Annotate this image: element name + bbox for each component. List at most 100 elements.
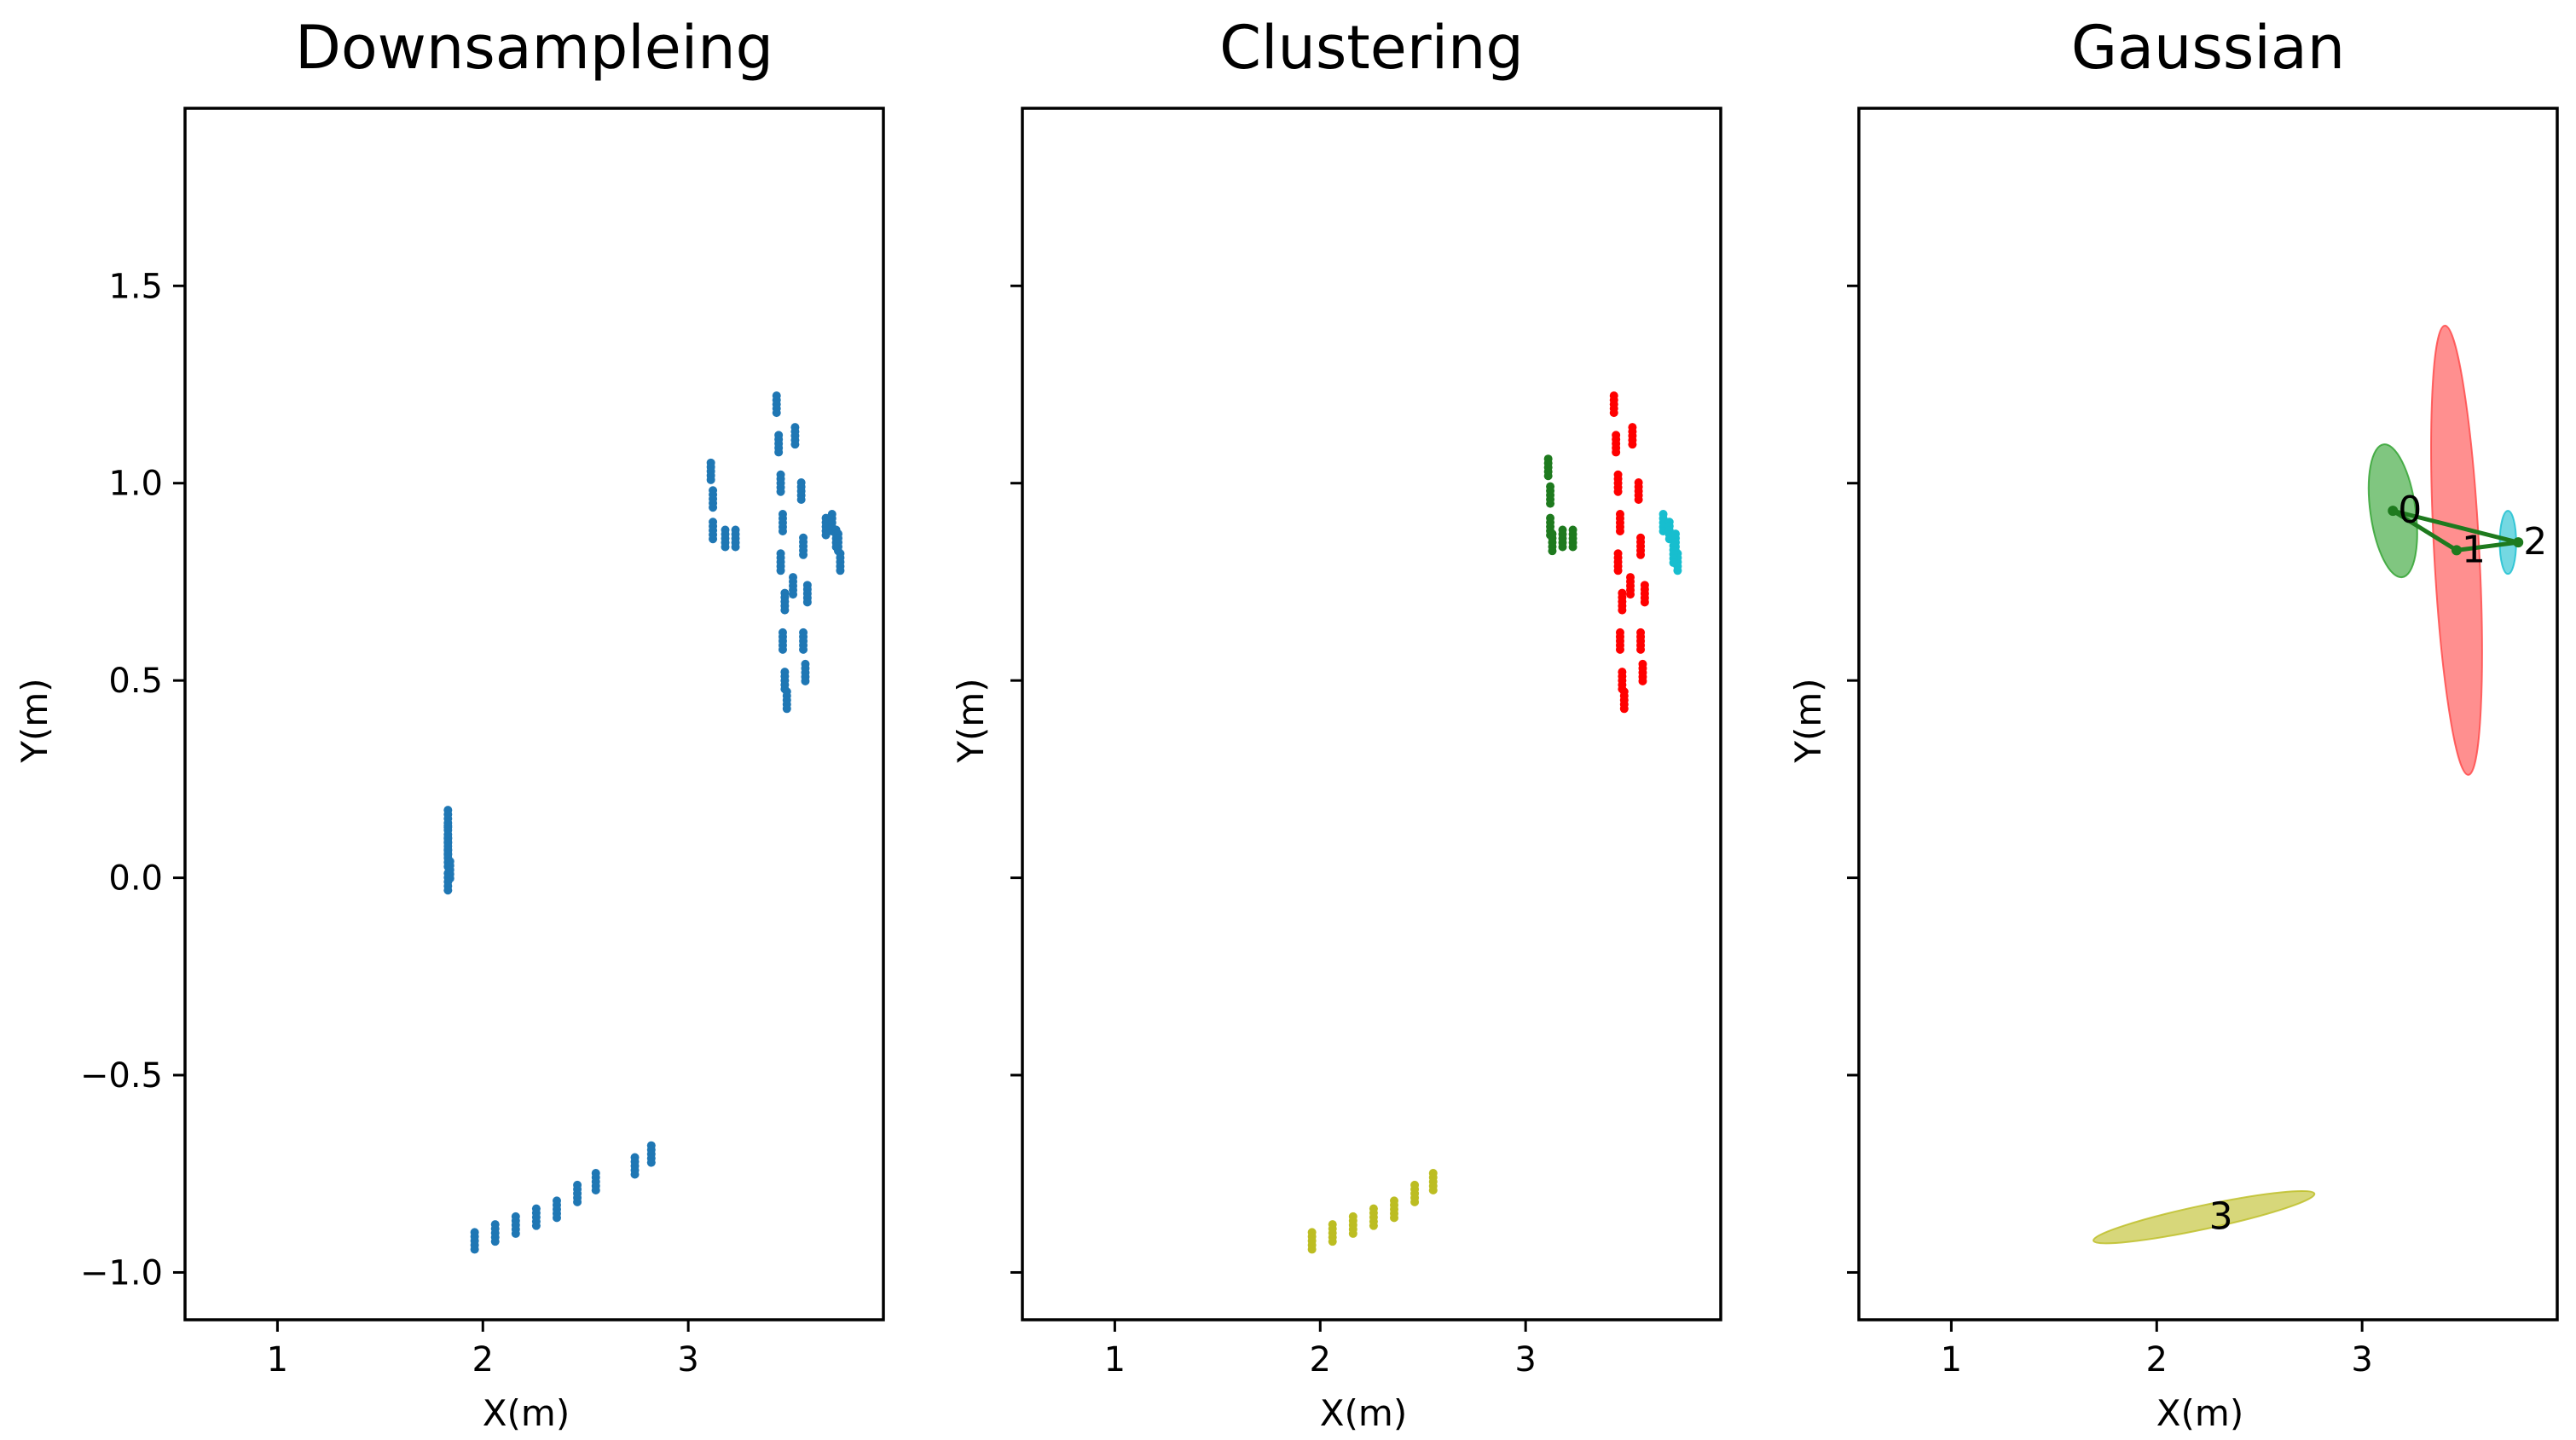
- data-point: [1658, 527, 1668, 536]
- data-point: [1619, 704, 1629, 714]
- data-point: [836, 566, 845, 575]
- data-point: [573, 1197, 582, 1206]
- data-point: [646, 1158, 656, 1167]
- data-point: [1636, 645, 1646, 654]
- x-tick-label: 3: [1514, 1340, 1536, 1379]
- y-tick-label: −0.5: [80, 1056, 163, 1096]
- x-tick-label: 1: [1941, 1340, 1962, 1379]
- data-point: [1673, 566, 1682, 575]
- y-axis-label: Y(m): [14, 678, 55, 763]
- data-point: [778, 527, 787, 536]
- x-tick-label: 2: [2146, 1340, 2168, 1379]
- data-point: [782, 704, 791, 714]
- data-point: [1615, 645, 1624, 654]
- graph-edge: [2456, 540, 2519, 552]
- data-point: [1369, 1221, 1378, 1230]
- data-point: [796, 494, 806, 504]
- data-point: [1568, 542, 1577, 552]
- data-point: [443, 886, 453, 895]
- data-point: [1615, 527, 1624, 536]
- data-point: [801, 676, 810, 685]
- plot-frame: [1021, 107, 1722, 1321]
- data-point: [490, 1237, 500, 1246]
- data-point: [1548, 547, 1557, 556]
- data-point: [1613, 487, 1623, 496]
- data-point: [821, 530, 831, 540]
- data-point: [1307, 1245, 1317, 1254]
- data-point: [1634, 494, 1643, 504]
- y-tick-label: 1.0: [108, 465, 163, 504]
- y-axis-label: Y(m): [950, 678, 992, 763]
- x-axis-label: X(m): [2156, 1392, 2243, 1434]
- data-point: [1640, 598, 1649, 607]
- data-point: [591, 1185, 600, 1194]
- data-point: [834, 547, 843, 556]
- data-point: [731, 542, 740, 552]
- graph-node: [2513, 537, 2524, 548]
- data-point: [721, 542, 730, 552]
- x-tick-label: 2: [472, 1340, 494, 1379]
- data-point: [790, 440, 800, 449]
- data-point: [776, 566, 785, 575]
- data-point: [789, 590, 798, 599]
- y-tick-label: 0.5: [108, 662, 163, 701]
- node-label: 2: [2523, 520, 2547, 564]
- data-point: [802, 598, 812, 607]
- data-point: [630, 1170, 640, 1179]
- graph-node: [2451, 545, 2462, 556]
- data-point: [1613, 566, 1623, 575]
- data-point: [778, 645, 787, 654]
- x-tick-label: 1: [267, 1340, 288, 1379]
- x-tick-label: 1: [1104, 1340, 1126, 1379]
- data-point: [1328, 1237, 1337, 1246]
- data-point: [1410, 1197, 1420, 1206]
- gaussian-ellipse-3: [2093, 1189, 2316, 1245]
- x-tick-label: 3: [677, 1340, 698, 1379]
- data-point: [1618, 605, 1627, 615]
- plot-frame: [1857, 107, 2559, 1321]
- data-point: [1543, 471, 1553, 481]
- graph-edge: [2392, 508, 2519, 545]
- node-label: 0: [2398, 489, 2422, 532]
- x-axis-label: X(m): [483, 1392, 570, 1434]
- data-point: [709, 535, 718, 544]
- data-point: [1546, 499, 1555, 508]
- data-point: [799, 550, 808, 559]
- data-point: [1558, 542, 1567, 552]
- chart-title: Clustering: [1219, 13, 1524, 83]
- data-point: [780, 605, 790, 615]
- data-point: [1628, 440, 1637, 449]
- graph-node: [2388, 506, 2399, 517]
- graph-edge: [2391, 508, 2458, 552]
- chart-title: Gaussian: [2071, 13, 2345, 83]
- data-point: [1348, 1229, 1357, 1238]
- node-label: 1: [2462, 528, 2486, 571]
- data-point: [1609, 408, 1618, 418]
- y-tick-label: 0.0: [108, 859, 163, 899]
- data-point: [1638, 676, 1647, 685]
- data-point: [1389, 1213, 1398, 1223]
- data-point: [470, 1245, 479, 1254]
- y-axis-label: Y(m): [1787, 678, 1829, 763]
- data-point: [531, 1221, 541, 1230]
- node-label: 3: [2209, 1195, 2233, 1239]
- data-point: [511, 1229, 520, 1238]
- plot-frame: [183, 107, 885, 1321]
- data-point: [706, 475, 715, 484]
- data-point: [1612, 448, 1621, 457]
- data-point: [1428, 1185, 1438, 1194]
- data-point: [776, 487, 785, 496]
- data-point: [709, 503, 718, 512]
- x-axis-label: X(m): [1320, 1392, 1407, 1434]
- chart-title: Downsampleing: [295, 13, 773, 83]
- data-point: [774, 448, 784, 457]
- y-tick-label: 1.5: [108, 267, 163, 306]
- data-point: [1626, 590, 1635, 599]
- data-point: [799, 645, 808, 654]
- data-point: [772, 408, 781, 418]
- data-point: [1636, 550, 1646, 559]
- panel-2: Clustering 1 2 3 X(m) Y(m): [950, 13, 1722, 1434]
- panel-1: Downsampleing 1 2 3 1.5 1.0 0.5 0.0 −0.5 −1.0 X(m)…: [14, 13, 885, 1434]
